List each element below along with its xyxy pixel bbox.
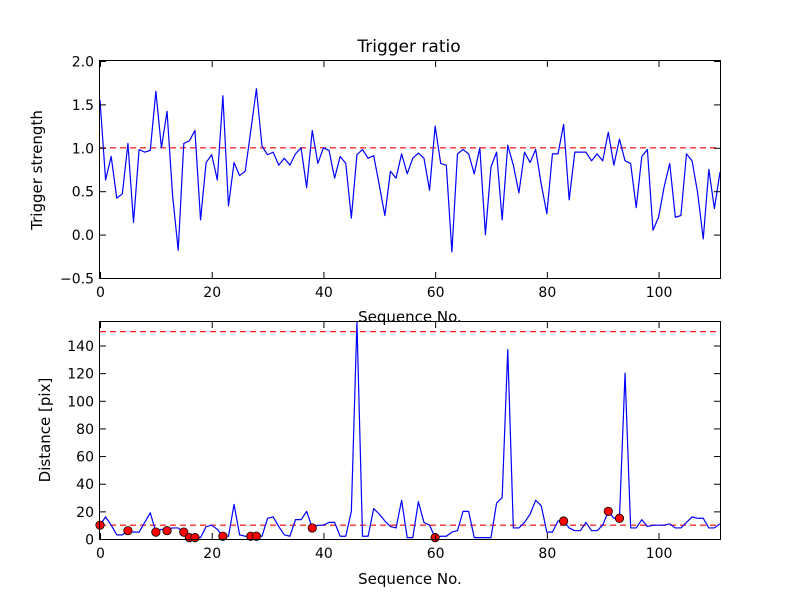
top-x-tick-label: 60	[427, 285, 445, 301]
bottom-selected-point	[559, 516, 569, 526]
top-y-tick-label: 1.5	[72, 98, 94, 114]
top-y-tick-label: 2.0	[72, 55, 94, 71]
top-x-axis-label: Sequence No.	[358, 308, 462, 326]
bottom-x-axis-label: Sequence No.	[358, 570, 462, 588]
top-y-tick-label: 1.0	[72, 141, 94, 157]
top-x-tick-label: 0	[96, 285, 105, 301]
bottom-selected-point	[307, 523, 317, 533]
top-x-tick-label: 80	[538, 285, 556, 301]
bottom-y-tick-label: 40	[76, 477, 94, 493]
top-plot-frame	[99, 60, 721, 279]
bottom-y-tick-label: 140	[67, 339, 94, 355]
bottom-selected-point	[603, 506, 613, 516]
bottom-plot-frame	[99, 321, 721, 540]
top-chart-title: Trigger ratio	[356, 37, 460, 57]
top-x-tick-label: 40	[315, 285, 333, 301]
bottom-selected-point	[614, 513, 625, 523]
bottom-chart-axes: 0 20 40 60 80 100 0 20 40 60 80 100 120 140	[67, 322, 720, 562]
top-chart-marks	[99, 88, 721, 253]
bottom-selected-point	[123, 526, 133, 536]
bottom-y-tick-label: 0	[85, 533, 94, 549]
bottom-chart: 0 20 40 60 80 100 0 20 40 60 80 100 120 140 Sequence …	[36, 321, 721, 588]
top-series-line	[99, 88, 721, 253]
bottom-selected-point	[151, 527, 161, 537]
top-y-tick-label: −0.5	[60, 272, 94, 288]
bottom-y-axis-label: Distance [pix]	[36, 378, 54, 483]
top-y-tick-label: 0.0	[72, 228, 94, 244]
top-x-tick-label: 100	[646, 285, 673, 301]
bottom-selected-point	[179, 527, 189, 537]
bottom-series-line	[99, 321, 721, 539]
bottom-selected-point	[251, 531, 261, 541]
bottom-selected-point	[190, 533, 200, 543]
top-y-axis-label: Trigger strength	[28, 110, 46, 231]
bottom-selected-point	[162, 526, 172, 536]
bottom-y-tick-label: 100	[67, 394, 94, 410]
bottom-y-tick-label: 120	[67, 367, 94, 383]
top-y-tick-label: 0.5	[72, 185, 94, 201]
bottom-chart-marks	[95, 321, 721, 543]
top-chart-axes: 0 20 40 60 80 100 −0.5 0.0 0.5 1.0 1.5 2.0	[60, 55, 720, 301]
bottom-x-tick-label: 80	[538, 546, 556, 562]
bottom-selected-point	[218, 531, 228, 541]
bottom-x-tick-label: 100	[646, 546, 673, 562]
top-x-tick-label: 20	[203, 285, 221, 301]
top-chart: Trigger ratio 0 20 40 60 80 100 −0.5 0.0 0.5 1.0 1…	[28, 37, 721, 326]
bottom-y-tick-label: 80	[76, 422, 94, 438]
bottom-x-tick-label: 0	[96, 546, 105, 562]
bottom-x-tick-label: 60	[427, 546, 445, 562]
bottom-y-tick-label: 20	[76, 505, 94, 521]
bottom-x-tick-label: 40	[315, 546, 333, 562]
bottom-y-tick-label: 60	[76, 450, 94, 466]
bottom-x-tick-label: 20	[203, 546, 221, 562]
